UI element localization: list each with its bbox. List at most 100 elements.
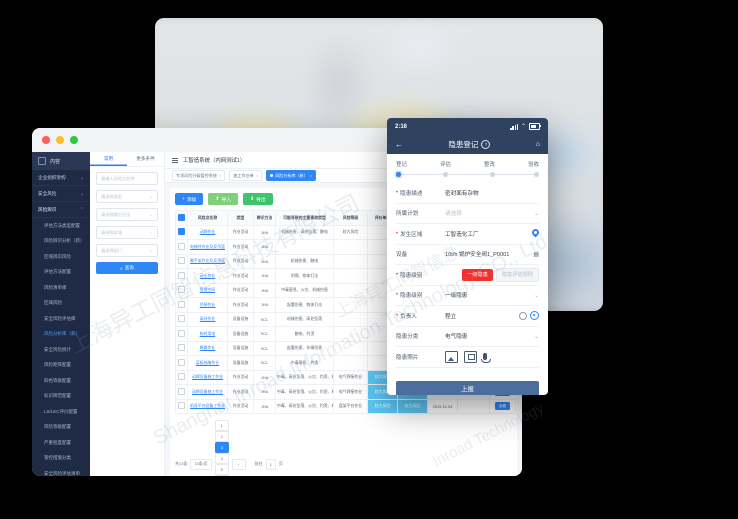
back-arrow-icon[interactable]: ← xyxy=(395,140,403,149)
row-name-link[interactable]: 临时用电 xyxy=(187,326,228,342)
sidebar-group-org[interactable]: 企业组织架构 ⌄ xyxy=(32,170,90,186)
close-icon[interactable] xyxy=(42,136,50,144)
form-row-0[interactable]: • 隐患描述 密封面有杂物 xyxy=(396,183,539,204)
step-node-1[interactable] xyxy=(443,172,448,177)
row-checkbox[interactable] xyxy=(178,300,185,308)
form-row-4[interactable]: • 隐患级别 一级隐患 隐患评估规则 xyxy=(396,265,539,286)
sidebar-item-15[interactable]: 管控措施分类 xyxy=(32,451,90,467)
form-value-wrap[interactable]: 一级隐患 ⌄ xyxy=(445,291,539,300)
maximize-icon[interactable] xyxy=(70,136,78,144)
goto-input[interactable]: 1 xyxy=(265,458,276,470)
page-size-select[interactable]: 10条/页 xyxy=(190,458,212,470)
sidebar-item-8[interactable]: 安全风险统计 xyxy=(32,342,90,358)
tab-1[interactable]: 施工作业单 × xyxy=(229,170,263,181)
filter-field-1[interactable]: 请选择类型 ⌄ xyxy=(96,190,158,203)
row-checkbox[interactable] xyxy=(178,228,185,236)
video-upload-icon[interactable] xyxy=(464,350,477,363)
hazard-level-tag-0[interactable]: 一级隐患 xyxy=(462,268,493,281)
step-node-2[interactable] xyxy=(490,172,495,177)
export-button[interactable]: ⬇ 导出 xyxy=(243,193,273,205)
form-row-5[interactable]: • 隐患级别 一级隐患 ⌄ xyxy=(396,286,539,306)
sidebar-item-10[interactable]: 四色等级配置 xyxy=(32,373,90,389)
tab-common[interactable]: 常用 xyxy=(90,152,127,166)
row-checkbox[interactable] xyxy=(178,358,185,366)
tab-0[interactable]: 专项风险分级管控系统 × xyxy=(172,170,226,181)
row-checkbox[interactable] xyxy=(178,315,185,323)
step-node-3[interactable] xyxy=(534,172,539,177)
row-checkbox[interactable] xyxy=(178,373,185,381)
sidebar-item-4[interactable]: 风险清单库 xyxy=(32,280,90,296)
chevron-down-icon[interactable]: ⌄ xyxy=(533,333,539,340)
row-checkbox[interactable] xyxy=(178,387,185,395)
row-name-link[interactable]: 高处作业 xyxy=(187,311,228,327)
close-icon[interactable]: × xyxy=(309,173,313,178)
location-pin-icon[interactable] xyxy=(530,227,541,238)
form-value-wrap[interactable]: 密封面有杂物 xyxy=(445,189,539,197)
sidebar-item-13[interactable]: 风险等级配置 xyxy=(32,420,90,436)
sidebar-group-identify[interactable]: 风险辨识 ⌃ xyxy=(32,202,90,218)
search-button[interactable]: ⌕ 查询 xyxy=(96,262,158,274)
sidebar-item-12[interactable]: LS/LEC评价配置 xyxy=(32,404,90,420)
minimize-icon[interactable] xyxy=(56,136,64,144)
row-name-link[interactable]: 电梯井作业及反吊篮 xyxy=(187,239,228,255)
form-value-wrap[interactable]: 10t/h 锅炉安全阀1_P0001 ▤ xyxy=(445,250,539,259)
form-value-wrap[interactable]: 程立 xyxy=(445,311,539,321)
image-upload-icon[interactable] xyxy=(445,350,458,363)
sidebar-item-16[interactable]: 安全风险评估清单 xyxy=(32,466,90,476)
submit-button[interactable]: 上报 xyxy=(396,380,539,395)
row-name-link[interactable]: 盲板抽堵作业 xyxy=(187,355,228,371)
row-action-cell[interactable]: 查看 xyxy=(489,398,516,414)
sidebar-item-1[interactable]: 风险辨识分析（新） xyxy=(32,234,90,250)
form-row-3[interactable]: 设备 10t/h 锅炉安全阀1_P0001 ▤ xyxy=(396,245,539,265)
sidebar-item-2[interactable]: 区域辨识风险 xyxy=(32,249,90,265)
sidebar-item-11[interactable]: 标识牌范配置 xyxy=(32,389,90,405)
form-row-2[interactable]: • 发生区域 工智造化工厂 xyxy=(396,224,541,245)
row-checkbox[interactable] xyxy=(178,257,185,265)
page-button-4[interactable]: 4 xyxy=(214,453,229,464)
row-checkbox[interactable] xyxy=(178,329,185,337)
sidebar-item-7[interactable]: 风险分析库（新） xyxy=(32,327,90,343)
page-button-2[interactable]: 2 xyxy=(214,431,229,442)
page-button-1[interactable]: 1 xyxy=(214,420,229,431)
home-icon[interactable]: ⌂ xyxy=(535,141,540,148)
row-name-link[interactable]: 动土作业 xyxy=(187,268,228,284)
row-name-link[interactable]: 脚手架作业及反吊篮 xyxy=(187,253,228,269)
row-name-link[interactable]: 动焊作业 xyxy=(187,224,228,240)
row-checkbox[interactable] xyxy=(178,286,185,294)
chevron-down-icon[interactable]: ⌄ xyxy=(533,210,539,217)
user-picker-icon[interactable] xyxy=(530,311,539,321)
row-checkbox[interactable] xyxy=(178,271,185,279)
form-value-wrap[interactable]: 一级隐患 隐患评估规则 xyxy=(445,267,539,282)
form-row-6[interactable]: • 负责人 程立 xyxy=(396,306,539,327)
sidebar-item-0[interactable]: 评估方法类型配置 xyxy=(32,218,90,234)
form-value-wrap[interactable]: 电气隐患 ⌄ xyxy=(445,332,539,341)
page-button-6[interactable]: 6 xyxy=(214,475,229,476)
form-value-wrap[interactable]: 工智造化工厂 xyxy=(445,227,541,238)
row-checkbox[interactable] xyxy=(178,242,185,250)
row-name-link[interactable]: 动焊设备施工作业 xyxy=(187,384,228,400)
step-node-0[interactable] xyxy=(396,172,401,177)
filter-field-4[interactable]: 请选择部门 ⌄ xyxy=(96,244,158,257)
select-all-checkbox[interactable] xyxy=(178,213,185,221)
form-value-wrap[interactable] xyxy=(445,350,539,364)
row-checkbox[interactable] xyxy=(178,402,185,410)
add-button[interactable]: + 添加 xyxy=(175,193,204,205)
filter-field-0[interactable]: 请输入风险点名称 xyxy=(96,172,158,185)
row-name-link[interactable]: 受限空间 xyxy=(187,282,228,298)
table-row[interactable]: 机身平台设备工作业作业活动JHA中毒、高处坠落、火灾、灼烫、机械伤害盘架平台作业… xyxy=(175,398,516,414)
row-name-link[interactable]: 吊装作业 xyxy=(187,297,228,313)
sidebar-item-14[interactable]: 严重程度配置 xyxy=(32,435,90,451)
filter-field-2[interactable]: 请选择辨识方法 ⌄ xyxy=(96,208,158,221)
sidebar-group-risk[interactable]: 安全风险 ⌄ xyxy=(32,186,90,202)
row-checkbox[interactable] xyxy=(178,344,185,352)
gear-icon[interactable] xyxy=(519,311,527,320)
row-name-link[interactable]: 断路作业 xyxy=(187,340,228,356)
audio-record-icon[interactable] xyxy=(481,353,491,364)
hazard-level-tag-1[interactable]: 隐患评估规则 xyxy=(495,267,539,282)
page-button-3[interactable]: 3 xyxy=(214,442,229,453)
tab-more-conditions[interactable]: 更多条件 xyxy=(136,156,155,161)
device-picker-icon[interactable]: ▤ xyxy=(533,251,539,258)
chevron-down-icon[interactable]: ⌄ xyxy=(533,292,539,299)
form-row-1[interactable]: 所属计划 请选择 ⌄ xyxy=(396,204,539,224)
filter-field-3[interactable]: 请选择区域 ⌄ xyxy=(96,226,158,239)
